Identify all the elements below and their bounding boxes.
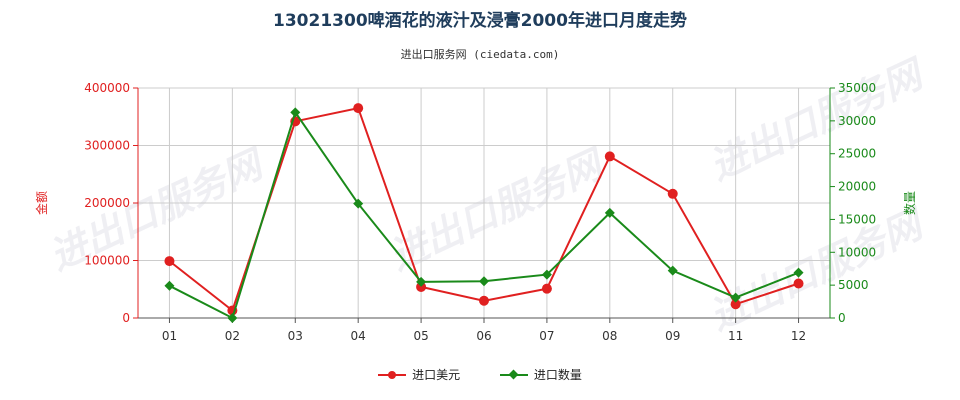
data-point-quantity	[416, 276, 427, 287]
y-right-tick-label: 0	[838, 311, 846, 325]
y-right-tick-label: 25000	[838, 147, 876, 161]
y-left-axis-label: 金额	[34, 191, 49, 215]
x-tick-label: 07	[539, 329, 554, 343]
x-tick-label: 12	[791, 329, 806, 343]
chart-subtitle: 进出口服务网 (ciedata.com)	[400, 48, 560, 61]
data-point-quantity	[353, 198, 364, 209]
y-left-tick-label: 400000	[84, 81, 130, 95]
legend-item-quantity[interactable]: 进口数量	[499, 366, 582, 383]
x-tick-label: 03	[288, 329, 303, 343]
data-point-quantity	[793, 267, 804, 278]
legend-label-usd: 进口美元	[412, 368, 461, 382]
x-tick-label: 05	[413, 329, 428, 343]
y-left-tick-label: 300000	[84, 139, 130, 153]
x-tick-label: 09	[665, 329, 680, 343]
y-left-tick-label: 100000	[84, 254, 130, 268]
legend-swatch-quantity	[499, 369, 528, 381]
x-tick-label: 08	[602, 329, 617, 343]
data-point-quantity	[541, 269, 552, 280]
data-point-quantity	[667, 265, 678, 276]
data-point-usd	[479, 295, 489, 306]
y-right-tick-label: 35000	[838, 81, 876, 95]
legend: 进口美元 进口数量	[0, 366, 960, 384]
x-tick-label: 06	[476, 329, 491, 343]
data-point-quantity	[604, 207, 615, 218]
y-left-tick-label: 0	[122, 311, 130, 325]
legend-swatch-usd	[378, 369, 407, 381]
y-right-tick-label: 15000	[838, 212, 876, 226]
x-tick-label: 04	[351, 329, 366, 343]
data-point-usd	[353, 103, 364, 114]
y-right-axis-label: 数量	[902, 191, 917, 215]
data-point-usd	[604, 151, 615, 162]
data-point-quantity	[227, 313, 238, 323]
data-point-quantity	[164, 280, 175, 291]
x-tick-label: 11	[728, 329, 743, 343]
data-point-quantity	[479, 276, 489, 287]
data-point-quantity	[290, 107, 301, 118]
data-point-usd	[793, 278, 804, 289]
x-tick-label: 02	[225, 329, 240, 343]
y-right-tick-label: 20000	[838, 180, 876, 194]
chart-title: 13021300啤酒花的液汁及浸膏2000年进口月度走势	[273, 11, 687, 31]
data-point-usd	[541, 283, 552, 294]
y-left-tick-label: 200000	[84, 196, 130, 210]
data-point-usd	[164, 256, 175, 267]
y-right-tick-label: 5000	[838, 278, 869, 292]
data-point-usd	[416, 281, 427, 292]
data-point-usd	[730, 299, 741, 310]
legend-label-quantity: 进口数量	[533, 368, 582, 382]
y-right-tick-label: 30000	[838, 114, 876, 128]
x-tick-label: 01	[162, 329, 177, 343]
y-right-tick-label: 10000	[838, 245, 876, 259]
data-point-usd	[667, 188, 678, 199]
legend-item-usd[interactable]: 进口美元	[378, 366, 460, 383]
data-point-quantity	[730, 292, 741, 303]
